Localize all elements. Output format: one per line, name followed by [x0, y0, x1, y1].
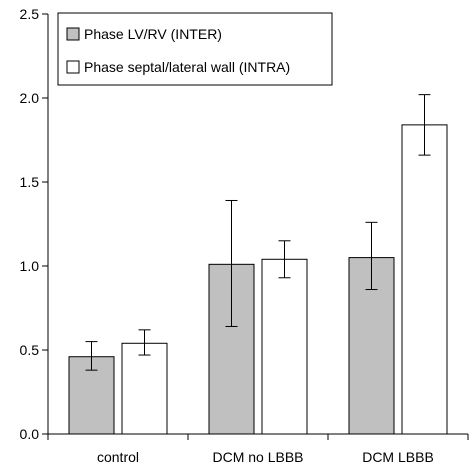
- y-axis: 0.0 0.5 1.0 1.5 2.0 2.5: [20, 6, 49, 442]
- y-tick-label: 0.0: [20, 426, 40, 442]
- legend-border: [57, 12, 333, 86]
- legend-swatch-intra: [66, 60, 80, 74]
- y-tick-label: 1.0: [20, 258, 40, 274]
- y-tick-label: 2.5: [20, 6, 40, 22]
- legend-label-intra: Phase septal/lateral wall (INTRA): [84, 59, 290, 75]
- bar: [261, 258, 308, 435]
- bar: [121, 342, 168, 435]
- bars: [68, 124, 448, 435]
- x-axis: control DCM no LBBB DCM LBBB: [47, 433, 469, 465]
- legend-label-inter: Phase LV/RV (INTER): [84, 26, 222, 42]
- bar: [401, 124, 448, 435]
- x-category-label: DCM no LBBB: [212, 449, 303, 465]
- y-tick-label: 0.5: [20, 342, 40, 358]
- y-tick-label: 2.0: [20, 90, 40, 106]
- legend-swatch-inter: [66, 27, 80, 41]
- x-category-label: control: [97, 449, 139, 465]
- error-bars: [85, 94, 431, 371]
- legend: Phase LV/RV (INTER) Phase septal/lateral…: [57, 12, 333, 86]
- y-tick-label: 1.5: [20, 174, 40, 190]
- x-category-label: DCM LBBB: [362, 449, 434, 465]
